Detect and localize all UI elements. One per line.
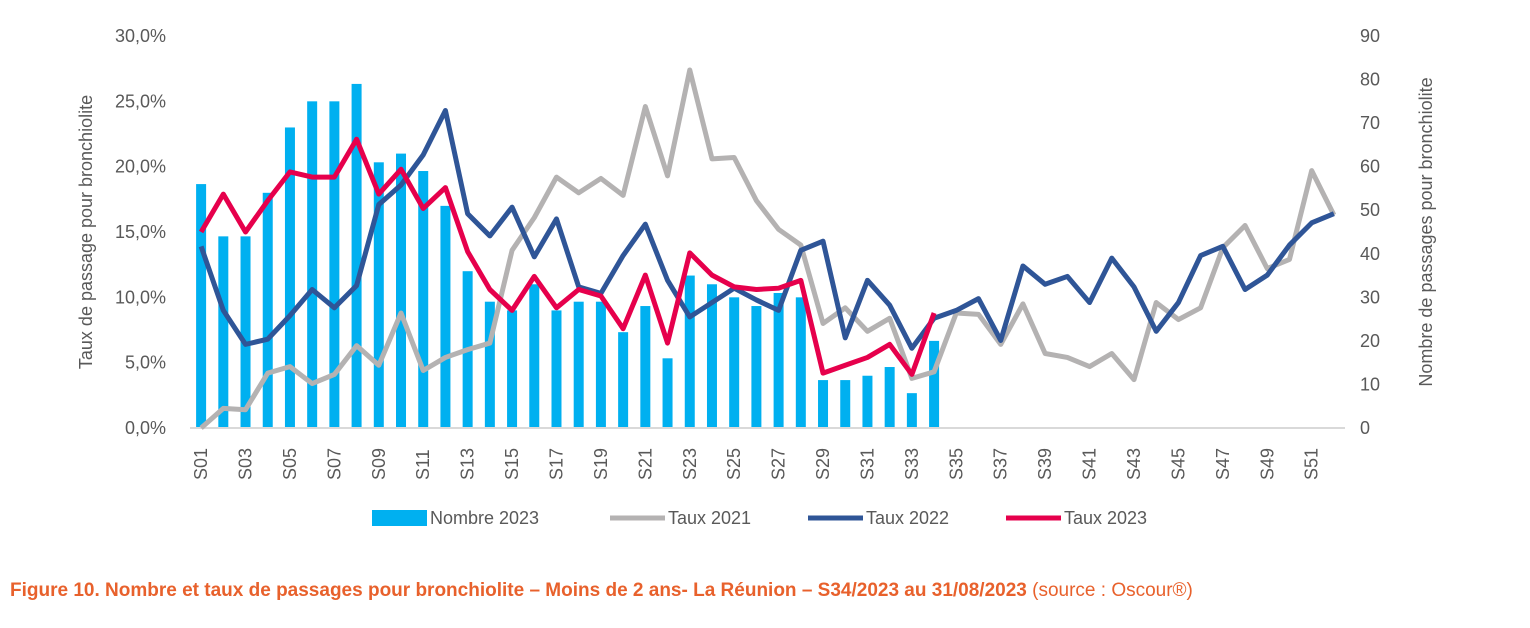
bar-nombre-2023 [284,127,295,428]
legend-label: Nombre 2023 [430,508,539,528]
x-tick-label: S11 [413,449,433,480]
bar-nombre-2023 [440,205,451,428]
left-tick-label: 20,0% [115,157,166,177]
bar-nombre-2023 [684,275,695,428]
bar-nombre-2023 [773,292,784,428]
right-tick-label: 40 [1360,244,1380,264]
right-tick-label: 30 [1360,287,1380,307]
bar-nombre-2023 [329,101,340,428]
x-tick-label: S29 [813,448,833,480]
bar-nombre-2023 [840,380,851,428]
legend-label: Taux 2023 [1064,508,1147,528]
bar-nombre-2023 [307,101,318,428]
right-tick-label: 90 [1360,26,1380,46]
x-tick-label: S13 [458,448,478,480]
line-taux-2023 [198,136,937,377]
bar-nombre-2023 [884,367,895,428]
x-tick-label: S19 [591,448,611,480]
bar-nombre-2023 [618,332,629,428]
x-tick-label: S51 [1302,448,1322,480]
bar-nombre-2023 [240,236,251,428]
right-tick-label: 10 [1360,374,1380,394]
figure-caption: Figure 10. Nombre et taux de passages po… [10,580,1193,602]
left-tick-label: 5,0% [125,353,166,373]
legend-label: Taux 2021 [668,508,751,528]
x-tick-label: S27 [769,448,789,480]
left-tick-label: 25,0% [115,91,166,111]
x-tick-label: S47 [1213,448,1233,480]
bar-nombre-2023 [551,310,562,428]
left-tick-label: 0,0% [125,418,166,438]
caption-title: Figure 10. Nombre et taux de passages po… [10,580,1027,601]
caption-source: (source : Oscour®) [1026,580,1193,601]
x-tick-label: S31 [857,448,877,480]
line-taux-2022 [198,107,1335,351]
bar-nombre-2023 [484,301,495,428]
x-tick-label: S43 [1124,448,1144,480]
x-tick-label: S15 [502,448,522,480]
legend-label: Taux 2022 [866,508,949,528]
x-tick-label: S09 [369,448,389,480]
bar-nombre-2023 [196,184,207,428]
bar-nombre-2023 [706,284,717,428]
left-tick-label: 10,0% [115,287,166,307]
line-taux-2021 [199,67,1337,430]
bar-nombre-2023 [929,340,940,428]
legend-swatch [372,510,427,526]
bar-nombre-2023 [662,358,673,428]
left-tick-label: 15,0% [115,222,166,242]
right-tick-label: 80 [1360,70,1380,90]
right-tick-label: 70 [1360,113,1380,133]
bar-nombre-2023 [529,284,540,428]
x-tick-label: S35 [946,448,966,480]
bar-nombre-2023 [573,301,584,428]
x-tick-label: S17 [546,448,566,480]
x-tick-label: S07 [324,448,344,480]
right-tick-label: 0 [1360,418,1370,438]
bar-nombre-2023 [507,310,518,428]
bronchiolite-chart: 0,0% 5,0% 10,0% 15,0% 20,0% 25,0% 30,0% 0 10 20 30… [76,26,1436,528]
x-tick-label: S23 [680,448,700,480]
bar-nombre-2023 [351,83,362,429]
bar-nombre-2023 [396,153,407,428]
bar-nombre-2023 [729,297,740,428]
right-tick-label: 20 [1360,331,1380,351]
bar-nombre-2023 [818,380,829,428]
bar-nombre-2023 [595,301,606,428]
x-tick-label: S05 [280,448,300,480]
bar-nombre-2023 [373,162,384,429]
bar-nombre-2023 [795,297,806,428]
x-tick-label: S39 [1035,448,1055,480]
left-tick-label: 30,0% [115,26,166,46]
x-tick-label: S49 [1257,448,1277,480]
x-tick-label: S21 [635,448,655,480]
x-tick-label: S03 [236,448,256,480]
bar-nombre-2023 [640,306,651,428]
right-tick-label: 50 [1360,200,1380,220]
left-axis-title: Taux de passage pour bronchiolite [76,95,96,369]
right-axis-title: Nombre de passages pour bronchiolite [1416,77,1436,386]
right-tick-label: 60 [1360,157,1380,177]
x-tick-label: S01 [191,448,211,480]
x-tick-label: S25 [724,448,744,480]
bar-nombre-2023 [218,236,229,428]
bar-nombre-2023 [906,393,917,428]
x-tick-label: S33 [902,448,922,480]
bar-nombre-2023 [751,306,762,428]
x-tick-label: S45 [1168,448,1188,480]
x-tick-label: S41 [1080,448,1100,480]
bar-nombre-2023 [862,375,873,428]
bar-nombre-2023 [418,171,429,428]
x-tick-label: S37 [991,448,1011,480]
bar-nombre-2023 [262,192,273,428]
